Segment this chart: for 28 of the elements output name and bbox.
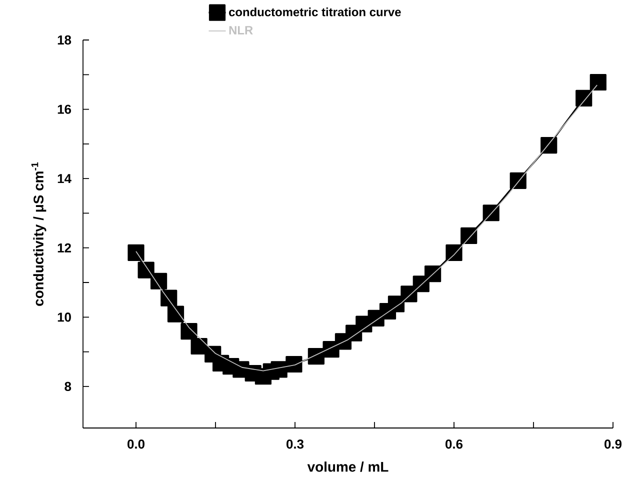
x-tick-label: 0.6 bbox=[446, 440, 463, 449]
point bbox=[460, 227, 478, 244]
y-tick-label: 14 bbox=[58, 174, 72, 184]
legend-label: conductometric titration curve bbox=[229, 8, 401, 16]
point bbox=[128, 244, 144, 262]
point bbox=[160, 290, 178, 306]
point bbox=[286, 356, 302, 373]
y-tick-label: 16 bbox=[58, 104, 72, 114]
point bbox=[446, 244, 462, 262]
point bbox=[540, 137, 558, 154]
point bbox=[150, 272, 168, 290]
legend-label: NLR bbox=[229, 26, 253, 34]
point bbox=[424, 266, 442, 282]
point bbox=[180, 323, 198, 340]
x-axis-title: volume / mL bbox=[307, 462, 388, 472]
point bbox=[590, 74, 606, 91]
point bbox=[167, 306, 184, 322]
x-tick-label: 0.3 bbox=[286, 440, 304, 449]
y-tick-label: 18 bbox=[58, 35, 72, 45]
y-axis-title: conductivity / μS cm$^{-1}$ bbox=[31, 162, 46, 306]
x-tick-label: 0.0 bbox=[128, 440, 144, 449]
x-tick-label: 0.9 bbox=[604, 440, 622, 449]
point bbox=[576, 90, 592, 106]
point bbox=[510, 172, 526, 189]
y-tick-label: 10 bbox=[58, 312, 71, 322]
y-tick-label: 12 bbox=[58, 243, 71, 252]
point bbox=[482, 204, 500, 222]
y-tick-label: 8 bbox=[64, 382, 72, 392]
